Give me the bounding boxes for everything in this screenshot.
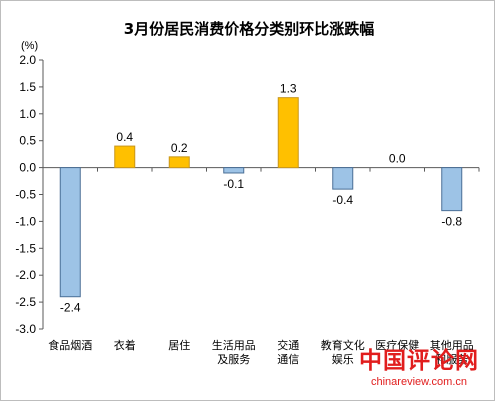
x-tick-label: 衣着 bbox=[114, 338, 136, 352]
x-tick-label: 娱乐 bbox=[332, 352, 354, 366]
y-tick-label: -3.0 bbox=[15, 322, 36, 336]
data-label: 0.2 bbox=[171, 141, 188, 155]
watermark-logo: 中国评论网 chinareview.com.cn bbox=[350, 346, 488, 396]
y-tick-label: 1.5 bbox=[19, 80, 36, 94]
bar bbox=[441, 167, 463, 212]
data-label: 0.4 bbox=[116, 130, 133, 144]
x-tick-label: 居住 bbox=[168, 338, 190, 352]
data-labels: -2.4 0.4 0.2 -0.1 1.3 -0.4 0.0 -0.8 bbox=[60, 82, 463, 315]
x-tick-label: 教育文化 bbox=[321, 338, 365, 352]
y-tick-label: -1.0 bbox=[15, 214, 36, 228]
y-tick-label: 0.0 bbox=[19, 161, 36, 175]
chart-title: 3月份居民消费价格分类别环比涨跌幅 bbox=[124, 20, 374, 38]
data-label: -0.8 bbox=[441, 215, 462, 229]
x-tick-label: 及服务 bbox=[217, 353, 250, 366]
data-label: -0.1 bbox=[223, 177, 244, 191]
x-tick-label: 和服务 bbox=[435, 353, 468, 366]
watermark-url: chinareview.com.cn bbox=[371, 376, 467, 388]
x-tick-label: 生活用品 bbox=[212, 338, 256, 352]
data-label: 0.0 bbox=[389, 152, 406, 166]
y-tick-label: 1.0 bbox=[19, 107, 36, 121]
x-tick-label: 医疗保健 bbox=[375, 338, 419, 352]
x-tick-label: 交通 bbox=[277, 338, 299, 352]
y-axis-unit-label: (%) bbox=[21, 40, 38, 52]
data-label: -0.4 bbox=[332, 193, 353, 207]
x-tick-label: 食品烟酒 bbox=[48, 338, 92, 352]
y-tick-label: 0.5 bbox=[19, 134, 36, 148]
x-tick-label: 其他用品 bbox=[430, 339, 474, 352]
bar bbox=[114, 145, 136, 169]
y-tick-label: -1.5 bbox=[15, 241, 36, 255]
bar bbox=[59, 167, 81, 298]
data-label: 1.3 bbox=[280, 82, 297, 96]
bar bbox=[223, 167, 245, 174]
bar bbox=[277, 97, 299, 169]
data-label: -2.4 bbox=[60, 301, 81, 315]
y-tick-label: -2.0 bbox=[15, 268, 36, 282]
x-tick-label: 通信 bbox=[277, 353, 299, 366]
y-tick-label: -0.5 bbox=[15, 188, 36, 202]
axes: 2.0 1.5 1.0 0.5 0.0 -0.5 -1.0 -1.5 -2.0 -2.5 -3.0 bbox=[15, 53, 480, 336]
bar bbox=[332, 167, 354, 190]
bars bbox=[59, 97, 463, 298]
y-tick-label: -2.5 bbox=[15, 295, 36, 309]
y-tick-label: 2.0 bbox=[19, 53, 36, 67]
watermark-logo-text: 中国评论网 bbox=[359, 348, 479, 374]
bar bbox=[168, 156, 190, 169]
